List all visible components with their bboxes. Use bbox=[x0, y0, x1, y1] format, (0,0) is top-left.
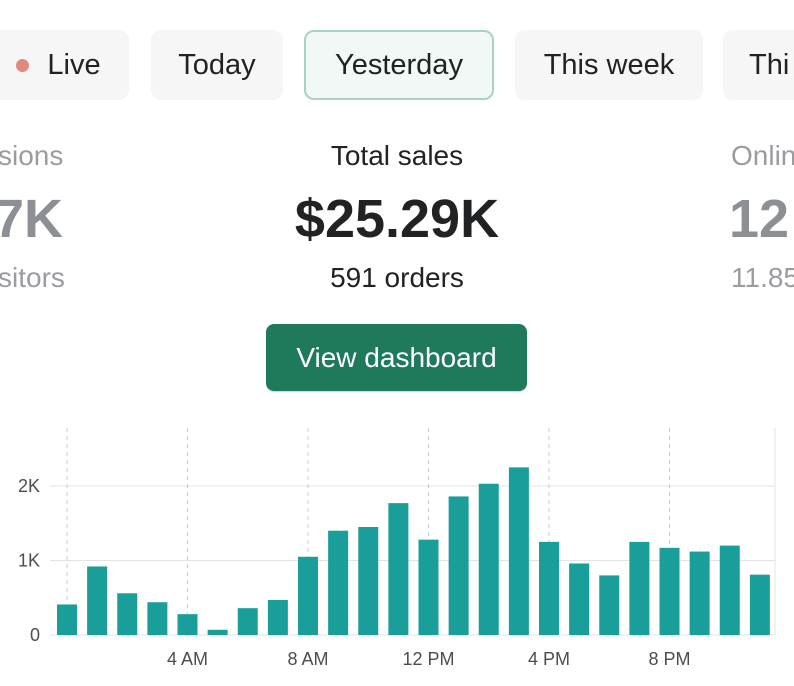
y-tick-label: 2K bbox=[18, 476, 40, 496]
tab-this-week[interactable]: This week bbox=[515, 30, 703, 100]
bar bbox=[57, 604, 77, 635]
bar bbox=[719, 545, 740, 635]
sales-by-hour-chart: 0 1K 2K 4 AM 8 AM 12 PM 4 PM 8 PM bbox=[18, 428, 776, 669]
view-dashboard-label: View dashboard bbox=[296, 341, 497, 373]
online-store-subtext: 11.85 bbox=[731, 262, 794, 293]
orders-count: 591 orders bbox=[330, 262, 464, 293]
bar bbox=[689, 551, 710, 635]
tab-label: Today bbox=[178, 48, 256, 81]
bar bbox=[659, 547, 680, 635]
tab-this-month[interactable]: Thi bbox=[723, 30, 794, 100]
bar bbox=[388, 503, 409, 635]
x-tick-label: 4 PM bbox=[528, 649, 570, 669]
tab-yesterday[interactable]: Yesterday bbox=[304, 30, 494, 100]
bar bbox=[177, 614, 198, 635]
bar bbox=[298, 556, 318, 635]
bar bbox=[478, 483, 499, 635]
bar bbox=[599, 575, 620, 635]
bar bbox=[418, 539, 439, 635]
bar bbox=[117, 593, 138, 635]
visitors-subtext: sitors bbox=[0, 262, 65, 293]
bar bbox=[87, 566, 108, 635]
sessions-value: 7K bbox=[0, 189, 64, 249]
bar bbox=[147, 602, 168, 635]
bar bbox=[358, 526, 379, 635]
x-tick-label: 12 PM bbox=[402, 649, 454, 669]
bar bbox=[267, 599, 288, 635]
total-sales-label: Total sales bbox=[330, 140, 464, 171]
x-tick-label: 4 AM bbox=[167, 649, 208, 669]
bar bbox=[207, 629, 228, 635]
tab-label: Thi bbox=[749, 48, 790, 81]
tab-today[interactable]: Today bbox=[151, 30, 283, 100]
bar bbox=[539, 541, 559, 635]
y-tick-label: 1K bbox=[18, 551, 40, 571]
online-store-value: 12 bbox=[729, 189, 790, 249]
tab-label: Live bbox=[47, 48, 101, 81]
y-tick-label: 0 bbox=[30, 625, 40, 645]
bar bbox=[569, 563, 590, 635]
tab-label: Yesterday bbox=[335, 48, 463, 81]
bar bbox=[328, 530, 349, 635]
bar bbox=[508, 467, 529, 635]
online-store-label: Onlin bbox=[731, 140, 794, 171]
view-dashboard-button[interactable]: View dashboard bbox=[266, 324, 527, 391]
x-tick-label: 8 PM bbox=[648, 649, 690, 669]
sessions-label: sions bbox=[0, 140, 64, 171]
x-tick-label: 8 AM bbox=[287, 649, 328, 669]
bar bbox=[237, 608, 258, 635]
tab-live[interactable]: Live bbox=[0, 30, 129, 100]
tab-label: This week bbox=[543, 48, 675, 81]
live-dot-icon bbox=[16, 58, 30, 72]
bar bbox=[448, 496, 469, 635]
bar bbox=[629, 541, 650, 635]
total-sales-value: $25.29K bbox=[294, 189, 500, 249]
bar bbox=[749, 574, 770, 635]
